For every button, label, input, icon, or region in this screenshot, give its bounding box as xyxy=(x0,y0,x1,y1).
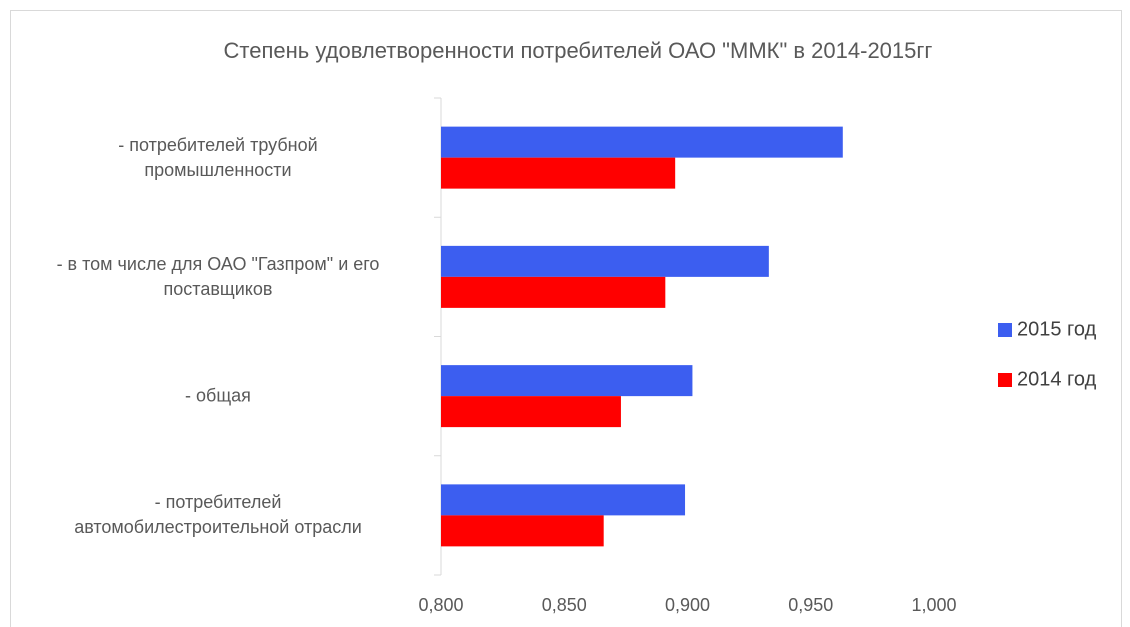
bar xyxy=(441,484,686,516)
bar xyxy=(441,396,621,428)
legend-swatch xyxy=(998,373,1012,387)
x-tick-label: 0,950 xyxy=(788,595,833,615)
x-tick-label: 1,000 xyxy=(911,595,956,615)
x-tick-label: 0,800 xyxy=(418,595,463,615)
chart-title: Степень удовлетворенности потребителей О… xyxy=(224,38,933,63)
bar xyxy=(441,515,604,547)
x-tick-label: 0,900 xyxy=(665,595,710,615)
chart-frame xyxy=(10,10,1122,627)
bar xyxy=(441,245,769,277)
category-label: - потребителей трубной промышленности xyxy=(118,134,318,180)
category-label: - общая xyxy=(185,385,251,406)
bar xyxy=(441,365,693,397)
legend-label: 2014 год xyxy=(1017,368,1097,390)
bar xyxy=(441,126,843,158)
legend-label: 2015 год xyxy=(1017,318,1097,340)
bar xyxy=(441,157,676,189)
category-label: - в том числе для ОАО "Газпром" и его по… xyxy=(56,253,380,299)
legend-swatch xyxy=(998,323,1012,337)
x-tick-label: 0,850 xyxy=(542,595,587,615)
bar xyxy=(441,276,666,308)
category-label: - потребителей автомобилестроительной от… xyxy=(74,492,362,538)
